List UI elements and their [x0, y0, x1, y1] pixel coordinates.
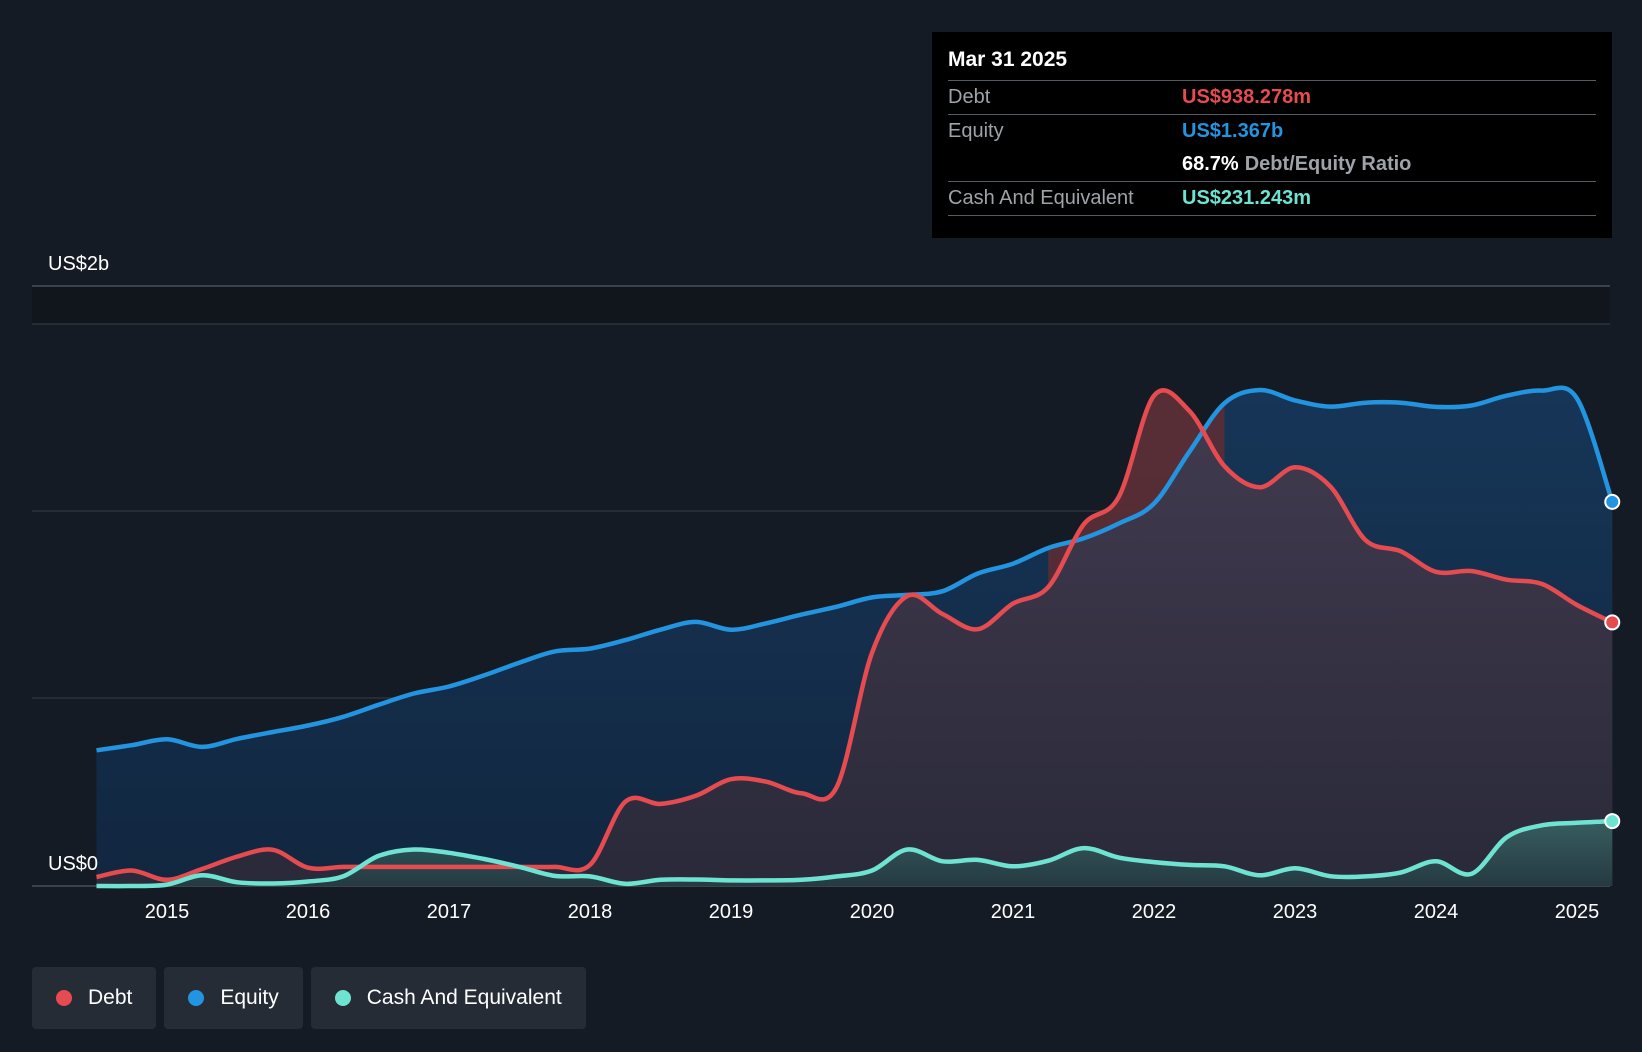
y-axis-top-label: US$2b: [48, 253, 109, 275]
x-tick-2019: 2019: [709, 901, 754, 923]
plot-top-band: [32, 286, 1610, 324]
cash-end-marker[interactable]: [1604, 813, 1621, 830]
legend-item-debt[interactable]: Debt: [32, 967, 157, 1029]
x-tick-2024: 2024: [1414, 901, 1459, 923]
x-tick-2023: 2023: [1273, 901, 1318, 923]
x-tick-2016: 2016: [286, 901, 331, 923]
legend-item-cash[interactable]: Cash And Equivalent: [310, 967, 586, 1029]
legend-debt-label: Debt: [88, 986, 133, 1009]
tooltip-equity-row: Equity US$1.367b: [948, 114, 1596, 148]
debt-line: [96, 388, 1614, 883]
x-tick-2020: 2020: [850, 901, 895, 923]
cash-line: [96, 818, 1613, 889]
tooltip-cash-value: US$231.243m: [1182, 187, 1311, 209]
tooltip-cash-row: Cash And Equivalent US$231.243m: [948, 181, 1596, 216]
tooltip-ratio-label: Debt/Equity Ratio: [1244, 153, 1412, 175]
data-tooltip: Mar 31 2025 Debt US$938.278m Equity US$1…: [932, 32, 1612, 238]
equity-line: [96, 385, 1615, 753]
cash-dot-icon: [334, 990, 351, 1006]
debt-dot-icon: [56, 990, 72, 1006]
debt-over-equity-area: [1048, 390, 1225, 587]
tooltip-equity-label: Equity: [948, 120, 1004, 142]
tooltip-date: Mar 31 2025: [948, 48, 1068, 71]
x-tick-2021: 2021: [991, 901, 1036, 923]
tooltip-debt-label: Debt: [948, 86, 991, 108]
legend-equity-label: Equity: [220, 986, 279, 1009]
x-tick-2025: 2025: [1555, 901, 1600, 923]
tooltip-ratio-value: 68.7%: [1182, 153, 1239, 175]
legend-item-equity[interactable]: Equity: [164, 967, 303, 1029]
tooltip-debt-row: Debt US$938.278m: [948, 80, 1596, 114]
chart-legend: Debt Equity Cash And Equivalent: [32, 967, 586, 1029]
x-tick-2017: 2017: [427, 901, 472, 923]
x-tick-2018: 2018: [568, 901, 613, 923]
tooltip-ratio-row: 68.7% Debt/Equity Ratio: [948, 148, 1596, 181]
tooltip-equity-value: US$1.367b: [1182, 120, 1284, 142]
tooltip-cash-label: Cash And Equivalent: [948, 187, 1134, 209]
y-axis-bottom-label: US$0: [48, 853, 98, 875]
x-tick-2015: 2015: [145, 901, 190, 923]
equity-end-marker[interactable]: [1604, 493, 1621, 510]
debt-end-marker[interactable]: [1604, 614, 1621, 631]
tooltip-debt-value: US$938.278m: [1182, 86, 1311, 108]
x-tick-2022: 2022: [1132, 901, 1177, 923]
debt-area: [96, 390, 1613, 886]
legend-cash-label: Cash And Equivalent: [366, 986, 562, 1009]
x-axis-ticks: 2015 2016 2017 2018 2019 2020 2021 2022 2023 2024…: [145, 901, 1600, 923]
equity-dot-icon: [188, 990, 205, 1006]
